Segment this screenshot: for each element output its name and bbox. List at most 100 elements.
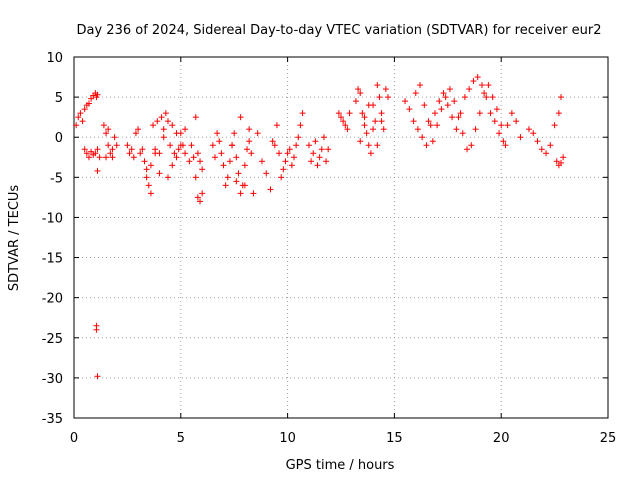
- data-point: [489, 94, 496, 101]
- data-point: [451, 98, 458, 105]
- data-point: [244, 146, 251, 153]
- data-point: [487, 110, 494, 117]
- data-point: [94, 91, 101, 98]
- data-point: [449, 114, 456, 121]
- plot-frame: [73, 56, 609, 419]
- data-point: [342, 122, 349, 129]
- data-point: [77, 110, 84, 117]
- x-tick-label: 15: [386, 431, 403, 446]
- data-point: [135, 126, 142, 133]
- data-point: [325, 146, 332, 153]
- data-point: [197, 158, 204, 165]
- data-point: [346, 110, 353, 117]
- data-point: [553, 158, 560, 165]
- data-point: [543, 150, 550, 157]
- data-point: [406, 106, 413, 113]
- data-point: [361, 122, 368, 129]
- data-point: [220, 162, 227, 169]
- data-point: [444, 102, 451, 109]
- data-point: [429, 138, 436, 145]
- y-tick-label: -10: [42, 211, 63, 226]
- data-point: [237, 190, 244, 197]
- data-point: [538, 146, 545, 153]
- data-point: [367, 150, 374, 157]
- data-point: [530, 130, 537, 137]
- data-point: [75, 114, 82, 121]
- data-point: [361, 114, 368, 121]
- data-point: [314, 162, 321, 169]
- data-point: [197, 198, 204, 205]
- data-point: [291, 154, 298, 161]
- data-point: [258, 158, 265, 165]
- data-point: [130, 154, 137, 161]
- data-point: [551, 122, 558, 129]
- data-point: [224, 174, 231, 181]
- data-point: [199, 190, 206, 197]
- data-point: [513, 118, 520, 125]
- data-point: [338, 114, 344, 121]
- data-point: [474, 74, 481, 81]
- data-point: [109, 146, 116, 153]
- data-point: [534, 138, 541, 145]
- data-point: [423, 142, 430, 149]
- data-point: [141, 158, 148, 165]
- data-point: [199, 166, 206, 173]
- data-point: [455, 114, 462, 121]
- data-point: [214, 130, 221, 137]
- data-point: [431, 110, 438, 117]
- data-point: [103, 130, 110, 137]
- data-point: [100, 122, 107, 129]
- data-point: [164, 118, 171, 125]
- data-point: [73, 122, 80, 129]
- x-tick-label: 10: [279, 431, 296, 446]
- data-point: [357, 90, 364, 97]
- data-point: [177, 142, 184, 149]
- data-point: [246, 138, 253, 145]
- data-point: [139, 146, 146, 153]
- data-point: [233, 154, 240, 161]
- data-point: [478, 82, 485, 89]
- data-point: [194, 150, 201, 157]
- data-point: [284, 150, 291, 157]
- data-point: [85, 154, 92, 161]
- data-point: [267, 186, 274, 193]
- y-tick-label: 0: [55, 131, 63, 146]
- data-point: [237, 114, 244, 121]
- data-point: [363, 130, 370, 137]
- data-point: [154, 118, 161, 125]
- data-point: [226, 158, 233, 165]
- data-point: [152, 150, 159, 157]
- data-point: [194, 194, 201, 201]
- data-point: [493, 106, 500, 113]
- data-point: [496, 130, 503, 137]
- data-point: [164, 174, 171, 181]
- data-point: [472, 126, 479, 133]
- data-point: [286, 146, 293, 153]
- data-point: [359, 110, 366, 117]
- data-point: [372, 118, 379, 125]
- data-point: [483, 94, 490, 101]
- y-tick-label: 5: [55, 91, 63, 106]
- data-point: [340, 118, 347, 125]
- axis-ticks: [73, 56, 609, 419]
- data-point: [412, 90, 419, 97]
- data-point: [335, 110, 342, 117]
- data-point: [85, 100, 92, 107]
- data-point: [310, 150, 317, 157]
- data-point: [558, 94, 565, 101]
- data-point: [555, 110, 562, 117]
- data-point: [485, 82, 492, 89]
- data-point: [421, 102, 428, 109]
- data-point: [218, 150, 225, 157]
- data-point: [233, 178, 240, 185]
- data-point: [273, 122, 280, 129]
- data-point: [434, 122, 441, 129]
- data-point: [436, 98, 443, 105]
- data-point: [241, 182, 248, 189]
- tick-labels: 0 5 10 15 20 25 10 5 0 -5 -10 -15 -20 -25 -30 -35: [42, 51, 617, 446]
- data-point: [109, 154, 116, 161]
- data-point: [282, 158, 289, 165]
- data-point: [94, 373, 101, 380]
- x-tick-label: 20: [493, 431, 510, 446]
- data-point: [295, 134, 302, 141]
